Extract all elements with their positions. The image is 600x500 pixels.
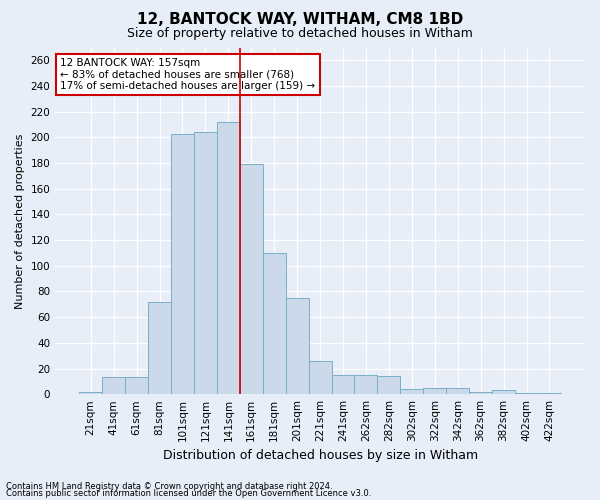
Bar (171, 134, 194, 394)
Bar (217, 122, 240, 394)
Bar (308, 361, 332, 394)
X-axis label: Distribution of detached houses by size in Witham: Distribution of detached houses by size … (163, 450, 478, 462)
Bar (286, 298, 308, 394)
Bar (102, 378, 125, 394)
Bar (148, 302, 171, 394)
Bar (515, 393, 538, 394)
Text: Size of property relative to detached houses in Witham: Size of property relative to detached ho… (127, 28, 473, 40)
Text: Contains public sector information licensed under the Open Government Licence v3: Contains public sector information licen… (6, 489, 371, 498)
Text: 12 BANTOCK WAY: 157sqm
← 83% of detached houses are smaller (768)
17% of semi-de: 12 BANTOCK WAY: 157sqm ← 83% of detached… (61, 58, 316, 91)
Bar (492, 390, 515, 394)
Bar (538, 393, 561, 394)
Bar (446, 388, 469, 394)
Bar (377, 376, 400, 394)
Bar (423, 388, 446, 394)
Text: 12, BANTOCK WAY, WITHAM, CM8 1BD: 12, BANTOCK WAY, WITHAM, CM8 1BD (137, 12, 463, 28)
Bar (332, 375, 355, 394)
Bar (79, 392, 102, 394)
Text: Contains HM Land Registry data © Crown copyright and database right 2024.: Contains HM Land Registry data © Crown c… (6, 482, 332, 491)
Bar (194, 132, 217, 394)
Bar (400, 389, 423, 394)
Bar (240, 164, 263, 394)
Bar (125, 378, 148, 394)
Bar (263, 253, 286, 394)
Y-axis label: Number of detached properties: Number of detached properties (15, 133, 25, 308)
Bar (355, 375, 377, 394)
Bar (469, 392, 492, 394)
